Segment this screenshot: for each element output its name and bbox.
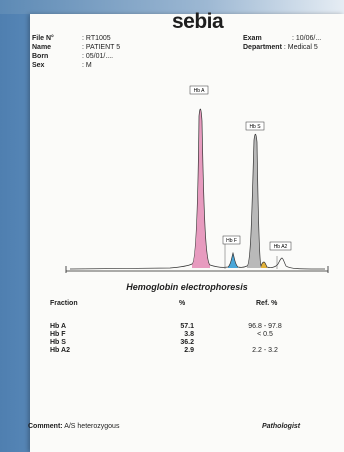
table-row-fraction: Hb A (50, 323, 67, 330)
table-row-ref: 96.8 - 97.8 (248, 323, 282, 330)
comment-text: A/S heterozygous (64, 423, 120, 430)
svg-text:Hb A: Hb A (194, 88, 206, 94)
name-label: Name (32, 44, 52, 51)
sebia-logo: sebia (172, 10, 224, 33)
electropherogram: Hb A Hb S Hb F Hb A2 (65, 85, 329, 273)
table-row-percent: 36.2 (180, 339, 194, 346)
hb-a-peak-fill (192, 109, 210, 269)
sex-value: : M (82, 62, 92, 69)
hb-a2-peak-label: Hb A2 (269, 241, 292, 251)
sex-label: Sex (32, 62, 45, 69)
col-ref-header: Ref. % (256, 300, 278, 307)
table-row-ref: < 0.5 (257, 331, 273, 338)
report-sheet: sebia File N° : RT1005 Name : PATIENT 5 Bo… (28, 10, 344, 452)
table-row-percent: 57.1 (180, 323, 194, 330)
table-row-ref: 2.2 - 3.2 (252, 347, 278, 354)
exam-label: Exam (243, 35, 262, 42)
hb-f-peak-label: Hb F (222, 235, 241, 245)
background-strip (0, 0, 344, 14)
hb-s-peak-fill (247, 134, 261, 268)
file-no-label: File N° (32, 35, 54, 42)
pathologist-label: Pathologist (262, 423, 301, 430)
exam-value: : 10/06/... (292, 35, 322, 42)
electropherogram-trace (69, 108, 326, 270)
exam-info: Exam : 10/06/... Department : Medical 5 (243, 34, 321, 52)
svg-text:Hb A2: Hb A2 (274, 244, 288, 250)
born-label: Born (32, 53, 49, 60)
svg-text:Hb F: Hb F (226, 238, 237, 244)
department-value: : Medical 5 (283, 44, 318, 51)
hb-a2-peak-fill (261, 262, 267, 268)
report-title: Hemoglobin electrophoresis (126, 282, 248, 292)
comment-label: Comment: (28, 423, 63, 430)
table-row-percent: 3.8 (184, 331, 194, 338)
name-value: : PATIENT 5 (82, 44, 121, 51)
col-percent-header: % (179, 300, 186, 307)
table-row-fraction: Hb F (50, 331, 66, 338)
table-row-fraction: Hb A2 (50, 347, 70, 354)
table-row-percent: 2.9 (184, 347, 194, 354)
hb-f-peak-fill (228, 253, 238, 268)
file-no-value: : RT1005 (82, 35, 111, 42)
patient-info: File N° : RT1005 Name : PATIENT 5 Born : 05… (32, 34, 120, 70)
comment: Comment: A/S heterozygous (28, 423, 119, 430)
hb-s-peak-label: Hb S (245, 121, 265, 131)
table-row-fraction: Hb S (50, 339, 66, 346)
department-label: Department (243, 44, 282, 51)
born-value: : 05/01/.... (82, 53, 114, 60)
hb-a-peak-label: Hb A (189, 85, 209, 95)
col-fraction-header: Fraction (50, 300, 78, 307)
svg-text:Hb S: Hb S (249, 124, 261, 130)
